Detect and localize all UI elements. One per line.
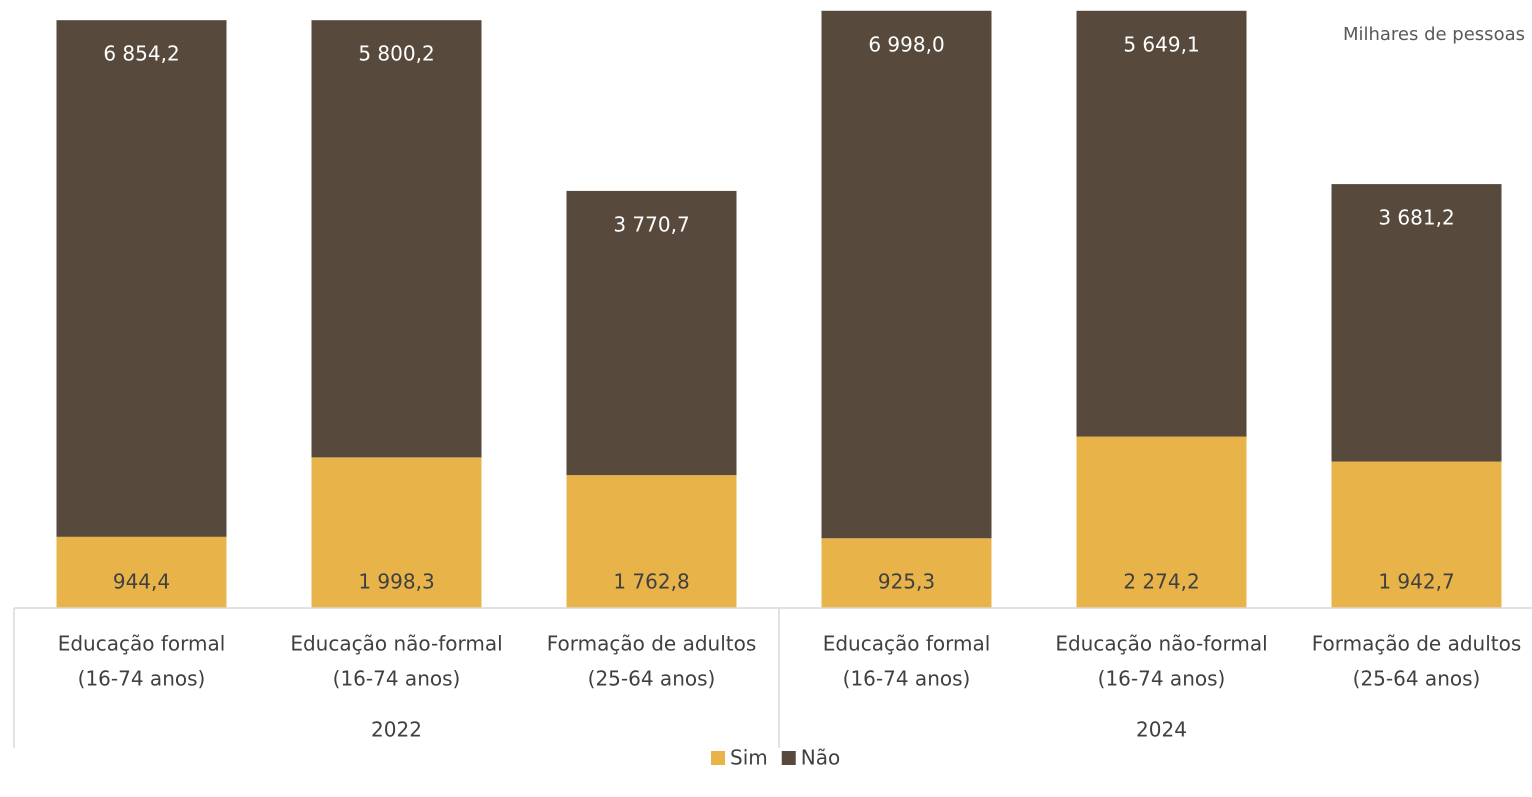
x-tick-label: Formação de adultos: [547, 632, 757, 656]
bar-segment: [56, 536, 227, 608]
data-label: 2 274,2: [1123, 570, 1199, 594]
data-label: 5 800,2: [358, 42, 434, 66]
data-label: 1 998,3: [358, 570, 434, 594]
legend-label: Não: [801, 746, 840, 770]
bar-segment: [821, 538, 992, 608]
x-tick-label: (16-74 anos): [78, 667, 206, 691]
x-tick-label: Educação não-formal: [1055, 632, 1267, 656]
unit-label: Milhares de pessoas: [1343, 24, 1525, 45]
bar-segment: [311, 20, 482, 458]
bar-segment: [821, 10, 992, 539]
group-label: 2024: [1136, 718, 1187, 742]
x-tick-label: Educação formal: [823, 632, 991, 656]
x-tick-label: Educação formal: [58, 632, 226, 656]
data-label: 3 770,7: [613, 212, 689, 236]
data-label: 944,4: [113, 570, 170, 594]
legend-swatch: [711, 751, 725, 765]
legend-label: Sim: [730, 746, 768, 770]
x-tick-label: (25-64 anos): [1353, 667, 1481, 691]
x-tick-label: (25-64 anos): [588, 667, 716, 691]
bar-segment: [56, 20, 227, 537]
data-label: 6 854,2: [103, 42, 179, 66]
data-label: 925,3: [878, 570, 935, 594]
x-tick-label: (16-74 anos): [333, 667, 461, 691]
bar-segment: [1076, 10, 1247, 437]
group-label: 2022: [371, 718, 422, 742]
bar-segment: [1076, 436, 1247, 608]
data-label: 3 681,2: [1378, 206, 1454, 230]
bar-segment: [311, 457, 482, 608]
bar-segment: [1331, 461, 1502, 608]
legend-swatch: [781, 751, 796, 765]
data-label: 5 649,1: [1123, 32, 1199, 56]
bar-segment: [1331, 184, 1502, 462]
bar-segment: [566, 190, 737, 476]
data-label: 1 762,8: [613, 570, 689, 594]
x-tick-label: (16-74 anos): [1098, 667, 1226, 691]
x-tick-label: (16-74 anos): [843, 667, 971, 691]
data-label: 1 942,7: [1378, 570, 1454, 594]
data-label: 6 998,0: [868, 32, 944, 56]
bar-segment: [566, 475, 737, 608]
x-tick-label: Formação de adultos: [1312, 632, 1522, 656]
x-tick-label: Educação não-formal: [290, 632, 502, 656]
